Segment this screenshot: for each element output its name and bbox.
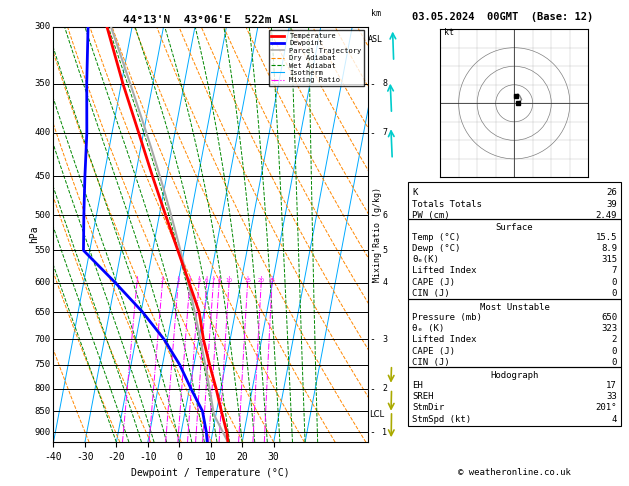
Text: SREH: SREH <box>412 392 433 401</box>
Text: CIN (J): CIN (J) <box>412 289 450 298</box>
Text: km: km <box>371 9 381 18</box>
Text: 8: 8 <box>382 79 387 88</box>
Text: 650: 650 <box>34 308 50 316</box>
Text: 2: 2 <box>160 278 164 282</box>
Text: 0: 0 <box>611 289 617 298</box>
Text: StmDir: StmDir <box>412 403 444 413</box>
Text: 323: 323 <box>601 324 617 333</box>
Text: 0: 0 <box>611 278 617 287</box>
Text: Mixing Ratio (g/kg): Mixing Ratio (g/kg) <box>373 187 382 282</box>
Legend: Temperature, Dewpoint, Parcel Trajectory, Dry Adiabat, Wet Adiabat, Isotherm, Mi: Temperature, Dewpoint, Parcel Trajectory… <box>269 30 364 86</box>
Text: Hodograph: Hodograph <box>491 371 538 381</box>
Text: 4: 4 <box>382 278 387 287</box>
Text: 4: 4 <box>611 415 617 424</box>
Text: 0: 0 <box>611 347 617 356</box>
Text: 800: 800 <box>34 384 50 393</box>
Text: Pressure (mb): Pressure (mb) <box>412 313 482 322</box>
Text: 8.9: 8.9 <box>601 244 617 253</box>
Text: 500: 500 <box>34 211 50 220</box>
Text: ASL: ASL <box>369 35 383 44</box>
Text: 0: 0 <box>611 358 617 367</box>
Text: 03.05.2024  00GMT  (Base: 12): 03.05.2024 00GMT (Base: 12) <box>412 12 593 22</box>
Text: 5: 5 <box>382 246 387 255</box>
Text: 850: 850 <box>34 407 50 416</box>
Text: Lifted Index: Lifted Index <box>412 335 477 345</box>
Text: EH: EH <box>412 381 423 390</box>
Text: 450: 450 <box>34 172 50 181</box>
Text: 10: 10 <box>226 278 233 282</box>
Text: 300: 300 <box>34 22 50 31</box>
Text: 8: 8 <box>218 278 221 282</box>
Text: 400: 400 <box>34 128 50 138</box>
Text: Totals Totals: Totals Totals <box>412 200 482 209</box>
Text: Lifted Index: Lifted Index <box>412 266 477 276</box>
Text: 315: 315 <box>601 255 617 264</box>
Text: 3: 3 <box>382 335 387 344</box>
Text: kt: kt <box>444 28 454 37</box>
Text: 25: 25 <box>269 278 276 282</box>
Text: 550: 550 <box>34 246 50 255</box>
Title: 44°13'N  43°06'E  522m ASL: 44°13'N 43°06'E 522m ASL <box>123 15 299 25</box>
Text: 2.49: 2.49 <box>596 211 617 221</box>
Text: 201°: 201° <box>596 403 617 413</box>
Text: LCL: LCL <box>369 410 384 419</box>
Text: 1: 1 <box>135 278 139 282</box>
Text: Most Unstable: Most Unstable <box>479 303 550 312</box>
Text: 6: 6 <box>382 211 387 220</box>
Text: 1: 1 <box>382 428 387 436</box>
Text: 7: 7 <box>382 128 387 138</box>
Text: θₑ (K): θₑ (K) <box>412 324 444 333</box>
Text: -: - <box>370 427 376 437</box>
Text: 39: 39 <box>606 200 617 209</box>
Text: 750: 750 <box>34 360 50 369</box>
Text: -: - <box>370 334 376 345</box>
Text: 15: 15 <box>244 278 251 282</box>
Text: 2: 2 <box>611 335 617 345</box>
Text: θₑ(K): θₑ(K) <box>412 255 439 264</box>
Text: 7: 7 <box>211 278 215 282</box>
Text: CIN (J): CIN (J) <box>412 358 450 367</box>
Text: 5: 5 <box>198 278 201 282</box>
Text: Surface: Surface <box>496 223 533 232</box>
Text: -: - <box>370 278 376 288</box>
Text: -: - <box>370 383 376 394</box>
X-axis label: Dewpoint / Temperature (°C): Dewpoint / Temperature (°C) <box>131 468 290 478</box>
Text: Temp (°C): Temp (°C) <box>412 233 460 242</box>
Text: -: - <box>370 128 376 138</box>
Text: 900: 900 <box>34 428 50 436</box>
Text: 7: 7 <box>611 266 617 276</box>
Text: 6: 6 <box>205 278 208 282</box>
Text: PW (cm): PW (cm) <box>412 211 450 221</box>
Text: 700: 700 <box>34 335 50 344</box>
Text: © weatheronline.co.uk: © weatheronline.co.uk <box>458 468 571 477</box>
Text: 26: 26 <box>606 188 617 197</box>
Text: 350: 350 <box>34 79 50 88</box>
Text: -: - <box>370 210 376 220</box>
Text: 650: 650 <box>601 313 617 322</box>
Text: CAPE (J): CAPE (J) <box>412 347 455 356</box>
Text: 3: 3 <box>177 278 180 282</box>
Text: 33: 33 <box>606 392 617 401</box>
Text: 17: 17 <box>606 381 617 390</box>
Text: 2: 2 <box>382 384 387 393</box>
Text: Dewp (°C): Dewp (°C) <box>412 244 460 253</box>
Text: -: - <box>370 245 376 256</box>
Text: 4: 4 <box>188 278 192 282</box>
Text: K: K <box>412 188 418 197</box>
Text: 20: 20 <box>258 278 265 282</box>
Text: 600: 600 <box>34 278 50 287</box>
Text: CAPE (J): CAPE (J) <box>412 278 455 287</box>
Text: StmSpd (kt): StmSpd (kt) <box>412 415 471 424</box>
Text: -: - <box>370 79 376 88</box>
Text: hPa: hPa <box>30 226 40 243</box>
Text: 15.5: 15.5 <box>596 233 617 242</box>
